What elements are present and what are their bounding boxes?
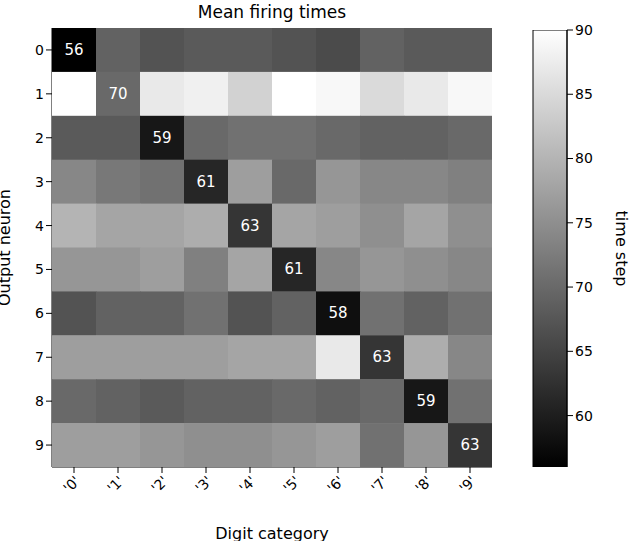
svg-text:'2': '2' (148, 473, 171, 496)
svg-text:63: 63 (460, 436, 479, 454)
svg-text:6: 6 (35, 305, 44, 321)
svg-text:63: 63 (372, 348, 391, 366)
svg-text:80: 80 (575, 150, 593, 166)
svg-text:59: 59 (152, 129, 171, 147)
svg-text:63: 63 (240, 217, 259, 235)
svg-text:Output neuron: Output neuron (8, 189, 14, 306)
svg-text:58: 58 (328, 304, 347, 322)
svg-text:'1': '1' (104, 473, 127, 496)
svg-text:'0': '0' (60, 473, 83, 496)
svg-text:4: 4 (35, 218, 44, 234)
svg-text:'7': '7' (368, 473, 391, 496)
svg-text:85: 85 (575, 86, 593, 102)
svg-text:60: 60 (575, 408, 593, 424)
svg-text:time step: time step (612, 211, 631, 287)
svg-text:90: 90 (575, 22, 593, 38)
svg-text:70: 70 (575, 279, 593, 295)
html-text:Mean firing times: Mean firing times (197, 2, 347, 22)
svg-text:5: 5 (35, 261, 44, 277)
svg-text:75: 75 (575, 215, 593, 231)
svg-text:Digit category: Digit category (215, 524, 328, 541)
svg-text:0: 0 (35, 42, 44, 58)
svg-text:7: 7 (35, 349, 44, 365)
svg-text:3: 3 (35, 174, 44, 190)
svg-text:8: 8 (35, 393, 44, 409)
svg-text:2: 2 (35, 130, 44, 146)
svg-text:'4': '4' (236, 473, 259, 496)
svg-text:56: 56 (64, 41, 83, 59)
svg-text:'5': '5' (280, 473, 303, 496)
svg-text:'8': '8' (412, 473, 435, 496)
svg-text:65: 65 (575, 343, 593, 359)
svg-text:70: 70 (108, 85, 127, 103)
svg-text:'3': '3' (192, 473, 215, 496)
svg-text:59: 59 (416, 392, 435, 410)
svg-text:'9': '9' (456, 473, 479, 496)
svg-text:1: 1 (35, 86, 44, 102)
svg-text:9: 9 (35, 437, 44, 453)
svg-text:'6': '6' (324, 473, 347, 496)
svg-text:61: 61 (284, 260, 303, 278)
svg-text:61: 61 (196, 173, 215, 191)
